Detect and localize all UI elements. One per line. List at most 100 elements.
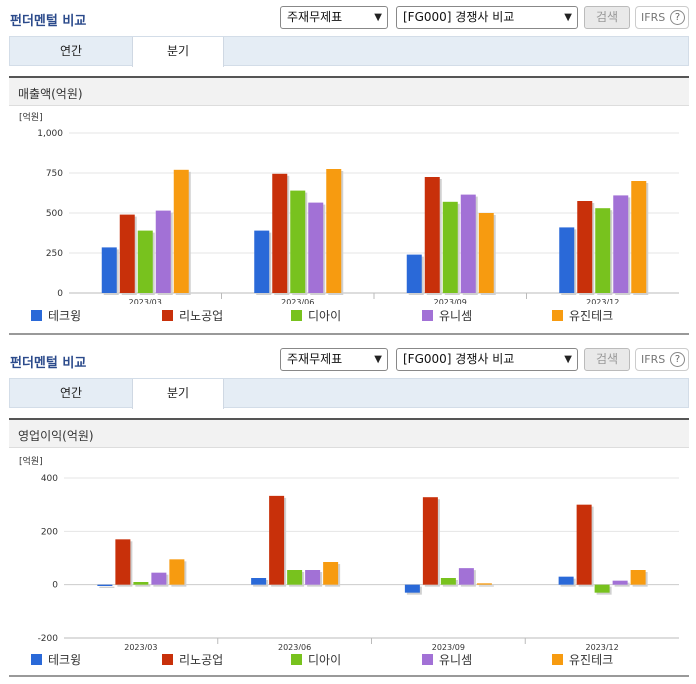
legend-swatch <box>162 310 173 321</box>
x-tick-label: 2023/03 <box>124 643 157 650</box>
panel-header: 펀더멘털 비교 주재무제표 ▼ [FG000] 경쟁사 비교 ▼ 검색 IFRS… <box>0 0 696 36</box>
panel-title: 펀더멘털 비교 <box>10 14 87 29</box>
bar-유진테크-2023-12 <box>630 570 646 585</box>
chart-legend: 테크윙 리노공업 디아이 유니셈 유진테크 <box>9 308 689 328</box>
bar-디아이-2023-03 <box>133 582 149 585</box>
bar-shadow <box>478 585 494 587</box>
bar-유진테크-2023-03 <box>173 169 189 293</box>
section-divider <box>9 333 689 335</box>
bar-유니셈-2023-03 <box>151 572 167 585</box>
legend-swatch <box>291 310 302 321</box>
legend-item[interactable]: 디아이 <box>291 652 341 668</box>
legend-item[interactable]: 유진테크 <box>552 308 613 324</box>
bar-유니셈-2023-06 <box>305 570 321 585</box>
legend-item[interactable]: 유니셈 <box>422 308 472 324</box>
chevron-down-icon: ▼ <box>564 12 572 23</box>
bar-유니셈-2023-12 <box>612 580 628 585</box>
panel-header: 펀더멘털 비교 주재무제표 ▼ [FG000] 경쟁사 비교 ▼ 검색 IFRS… <box>0 342 696 378</box>
revenue-chart: 매출액(억원) [억원] 1,000 750 500 250 0 2023/03 2023/0… <box>9 76 689 334</box>
peer-group-select[interactable]: [FG000] 경쟁사 비교 ▼ <box>396 6 578 29</box>
y-tick-label: 0 <box>52 581 58 591</box>
bar-테크윙-2023-09 <box>406 254 422 293</box>
bar-디아이-2023-06 <box>287 570 303 585</box>
bar-디아이-2023-09 <box>440 578 456 585</box>
bar-테크윙-2023-03 <box>101 247 117 293</box>
legend-item[interactable]: 유니셈 <box>422 652 472 668</box>
bar-유니셈-2023-09 <box>460 194 476 293</box>
y-tick-label: -200 <box>38 634 59 644</box>
legend-item[interactable]: 유진테크 <box>552 652 613 668</box>
operating-profit-bar-chart: [억원] 400 200 0 -200 2023/03 2023/06 2023/09 2023… <box>19 455 679 650</box>
search-button[interactable]: 검색 <box>584 6 630 29</box>
legend-item[interactable]: 테크윙 <box>31 652 81 668</box>
legend-label: 테크윙 <box>48 653 82 667</box>
y-tick-label: 0 <box>57 289 63 299</box>
tab-annual[interactable]: 연간 <box>59 44 83 58</box>
bar-리노공업-2023-12 <box>577 201 593 293</box>
legend-label: 테크윙 <box>48 309 82 323</box>
bar-테크윙-2023-03 <box>97 584 113 586</box>
bar-리노공업-2023-06 <box>272 173 288 293</box>
x-tick-label: 2023/12 <box>586 298 619 304</box>
bar-테크윙-2023-06 <box>251 578 267 585</box>
statement-select-value: 주재무제표 <box>287 352 343 366</box>
y-tick-label: 500 <box>46 209 63 219</box>
peer-group-select-value: [FG000] 경쟁사 비교 <box>403 352 515 366</box>
peer-group-select[interactable]: [FG000] 경쟁사 비교 ▼ <box>396 348 578 371</box>
bar-유진테크-2023-09 <box>478 213 494 293</box>
search-button[interactable]: 검색 <box>584 348 630 371</box>
legend-item[interactable]: 테크윙 <box>31 308 81 324</box>
bar-유니셈-2023-12 <box>613 195 629 293</box>
ifrs-label: IFRS <box>641 11 666 24</box>
legend-item[interactable]: 리노공업 <box>162 652 223 668</box>
legend-label: 디아이 <box>308 653 342 667</box>
y-tick-label: 1,000 <box>37 129 63 139</box>
bar-테크윙-2023-12 <box>558 576 574 585</box>
ifrs-button[interactable]: IFRS ? <box>635 348 689 371</box>
panel-title: 펀더멘털 비교 <box>10 356 87 371</box>
legend-item[interactable]: 리노공업 <box>162 308 223 324</box>
tab-quarterly[interactable]: 분기 <box>132 37 224 67</box>
statement-select[interactable]: 주재무제표 ▼ <box>280 6 388 29</box>
bar-테크윙-2023-09 <box>404 584 420 593</box>
statement-select[interactable]: 주재무제표 ▼ <box>280 348 388 371</box>
bar-유진테크-2023-06 <box>326 169 342 293</box>
legend-label: 유진테크 <box>569 653 614 667</box>
y-tick-label: 250 <box>46 249 63 259</box>
unit-label: [억원] <box>19 111 43 123</box>
section-divider <box>9 675 689 677</box>
bar-유니셈-2023-06 <box>308 202 324 293</box>
bar-유진테크-2023-12 <box>631 181 647 293</box>
tab-annual[interactable]: 연간 <box>59 386 83 400</box>
help-icon[interactable]: ? <box>670 352 685 367</box>
legend-swatch <box>552 654 563 665</box>
operating-profit-panel: 펀더멘털 비교 주재무제표 ▼ [FG000] 경쟁사 비교 ▼ 검색 IFRS… <box>0 342 696 684</box>
legend-item[interactable]: 디아이 <box>291 308 341 324</box>
chevron-down-icon: ▼ <box>374 12 382 23</box>
tab-quarterly[interactable]: 분기 <box>132 379 224 409</box>
chevron-down-icon: ▼ <box>374 354 382 365</box>
x-tick-label: 2023/06 <box>281 298 314 304</box>
chart-title-bar: 영업이익(억원) <box>9 418 689 448</box>
legend-swatch <box>552 310 563 321</box>
legend-swatch <box>162 654 173 665</box>
x-tick-label: 2023/09 <box>432 643 465 650</box>
bar-테크윙-2023-06 <box>254 230 270 293</box>
bar-shadow <box>99 586 115 588</box>
ifrs-button[interactable]: IFRS ? <box>635 6 689 29</box>
legend-swatch <box>422 310 433 321</box>
bar-shadow <box>135 584 151 587</box>
x-tick-label: 2023/03 <box>129 298 162 304</box>
legend-swatch <box>31 654 42 665</box>
bar-리노공업-2023-03 <box>115 539 131 585</box>
chart-title: 영업이익(억원) <box>18 429 94 443</box>
bar-디아이-2023-03 <box>137 230 153 293</box>
y-tick-label: 400 <box>41 474 58 484</box>
statement-select-value: 주재무제표 <box>287 10 343 24</box>
help-icon[interactable]: ? <box>670 10 685 25</box>
revenue-panel: 펀더멘털 비교 주재무제표 ▼ [FG000] 경쟁사 비교 ▼ 검색 IFRS… <box>0 0 696 336</box>
bar-shadow <box>614 582 630 587</box>
bar-리노공업-2023-12 <box>576 504 592 585</box>
period-tabs: 연간 분기 <box>9 36 689 67</box>
operating-profit-chart: 영업이익(억원) [억원] 400 200 0 -200 2023/03 2023/06 20… <box>9 418 689 680</box>
